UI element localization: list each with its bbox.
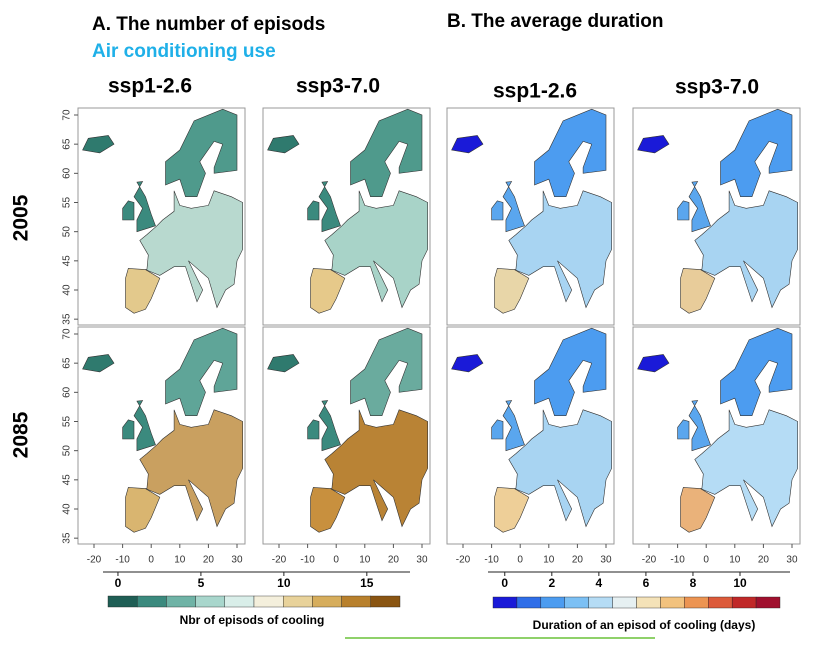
colorbar-tick-label: 5	[198, 576, 205, 590]
lat-tick-label: 45	[62, 474, 73, 486]
column-label: ssp3-7.0	[675, 76, 759, 99]
lon-tick-label: 10	[359, 555, 371, 566]
lon-tick-label: -20	[456, 555, 471, 566]
colorbar-swatch	[589, 597, 613, 608]
lon-tick-label: -20	[87, 555, 102, 566]
lon-tick-label: 30	[600, 555, 612, 566]
lat-tick-label: 50	[62, 445, 73, 457]
lat-tick-label: 65	[62, 357, 73, 369]
colorbar-swatch	[166, 596, 195, 607]
colorbar-swatch	[283, 596, 312, 607]
colorbar-swatch	[756, 597, 780, 608]
colorbar-swatch	[342, 596, 371, 607]
colorbar-swatch	[517, 597, 541, 608]
colorbar-tick-label: 15	[360, 576, 374, 590]
lon-tick-label: -20	[642, 555, 657, 566]
figure: A. The number of episods Air conditionin…	[0, 0, 833, 642]
map-panel	[633, 327, 800, 544]
colorbar-tick-label: 0	[501, 576, 508, 590]
colorbar-swatch	[108, 596, 137, 607]
colorbar-swatch	[684, 597, 708, 608]
lat-tick-label: 65	[62, 138, 73, 150]
row-label: 2085	[10, 411, 33, 458]
lat-tick-label: 60	[62, 167, 73, 179]
panel-subtitle: Air conditioning use	[92, 41, 276, 62]
colorbar-swatch	[137, 596, 166, 607]
lat-tick-label: 40	[62, 503, 73, 515]
lat-tick-label: 50	[62, 226, 73, 238]
colorbar-swatch	[541, 597, 565, 608]
column-label: ssp1-2.6	[108, 75, 192, 98]
lon-tick-label: -10	[670, 555, 685, 566]
lat-tick-label: 40	[62, 284, 73, 296]
colorbar-swatch	[708, 597, 732, 608]
lat-tick-label: 70	[62, 328, 73, 340]
colorbar-swatch	[225, 596, 254, 607]
colorbar-swatch	[637, 597, 661, 608]
lon-tick-label: 0	[703, 555, 709, 566]
map-panel	[263, 108, 430, 325]
colorbar-tick-label: 8	[690, 576, 697, 590]
panel-title: A. The number of episods	[92, 14, 325, 35]
lon-tick-label: 20	[572, 555, 584, 566]
lon-tick-label: -10	[115, 555, 130, 566]
lat-tick-label: 55	[62, 197, 73, 209]
lon-tick-label: 30	[416, 555, 428, 566]
row-label: 2005	[10, 194, 33, 241]
colorbar-tick-label: 6	[643, 576, 650, 590]
lat-tick-label: 70	[62, 109, 73, 121]
lon-tick-label: -10	[484, 555, 499, 566]
lon-tick-label: 0	[517, 555, 523, 566]
colorbar-swatch	[371, 596, 400, 607]
lon-tick-label: 30	[786, 555, 798, 566]
map-panel	[78, 108, 245, 325]
column-label: ssp1-2.6	[493, 80, 577, 103]
lat-tick-label: 35	[62, 313, 73, 325]
lon-tick-label: 10	[729, 555, 741, 566]
map-panel	[633, 108, 800, 325]
colorbar-swatch	[254, 596, 283, 607]
lon-tick-label: 30	[231, 555, 243, 566]
colorbar-swatch	[732, 597, 756, 608]
colorbar-swatch	[196, 596, 225, 607]
map-panel	[78, 327, 245, 544]
colorbar-tick-label: 2	[548, 576, 555, 590]
lat-tick-label: 35	[62, 532, 73, 544]
colorbar-swatch	[493, 597, 517, 608]
lon-tick-label: 20	[388, 555, 400, 566]
lon-tick-label: 20	[203, 555, 215, 566]
lon-tick-label: -10	[300, 555, 315, 566]
colorbar-swatch	[312, 596, 341, 607]
lon-tick-label: 0	[333, 555, 339, 566]
lat-tick-label: 55	[62, 416, 73, 428]
lon-tick-label: 10	[543, 555, 555, 566]
lat-tick-label: 45	[62, 255, 73, 267]
map-panel	[263, 327, 430, 544]
colorbar-tick-label: 10	[733, 576, 747, 590]
panel-title: B. The average duration	[447, 11, 663, 32]
lat-tick-label: 60	[62, 386, 73, 398]
colorbar-swatch	[660, 597, 684, 608]
map-panel	[447, 108, 614, 325]
colorbar-tick-label: 4	[596, 576, 603, 590]
lon-tick-label: 10	[174, 555, 186, 566]
colorbar-label: Nbr of episods of cooling	[180, 613, 325, 627]
lon-tick-label: 0	[148, 555, 154, 566]
lon-tick-label: 20	[758, 555, 770, 566]
column-label: ssp3-7.0	[296, 75, 380, 98]
map-panel	[447, 327, 614, 544]
colorbar-label: Duration of an episod of cooling (days)	[533, 618, 756, 632]
colorbar-swatch	[565, 597, 589, 608]
colorbar-swatch	[613, 597, 637, 608]
colorbar-tick-label: 10	[277, 576, 291, 590]
colorbar-tick-label: 0	[115, 576, 122, 590]
lon-tick-label: -20	[272, 555, 287, 566]
